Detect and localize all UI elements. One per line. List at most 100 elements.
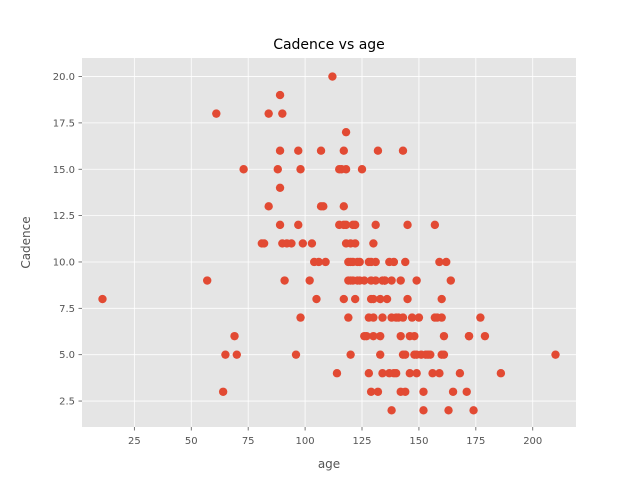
x-tick-label: 200 xyxy=(523,436,542,447)
data-point xyxy=(341,165,351,174)
data-point xyxy=(321,257,330,267)
data-point xyxy=(312,294,321,304)
data-point xyxy=(376,350,385,359)
data-point xyxy=(259,239,269,248)
data-point xyxy=(230,331,239,341)
data-point xyxy=(98,294,107,304)
x-tick-label: 75 xyxy=(242,436,255,447)
chart-title: Cadence vs age xyxy=(273,37,385,53)
data-point xyxy=(401,387,410,396)
data-point xyxy=(275,90,285,100)
data-point xyxy=(405,369,415,378)
data-point xyxy=(403,220,412,230)
data-point xyxy=(414,313,424,322)
data-point xyxy=(355,257,364,267)
y-tick-label: 7.5 xyxy=(59,304,75,315)
data-point xyxy=(439,331,449,341)
data-point xyxy=(298,239,308,248)
data-point xyxy=(444,406,453,415)
data-point xyxy=(339,202,348,211)
data-point xyxy=(275,220,285,230)
data-points xyxy=(98,72,560,415)
data-point xyxy=(437,294,446,304)
data-point xyxy=(412,276,421,285)
data-point xyxy=(382,294,392,304)
data-point xyxy=(273,165,282,174)
data-point xyxy=(464,331,474,341)
data-point xyxy=(332,369,342,378)
data-point xyxy=(360,276,369,285)
y-tick-label: 17.5 xyxy=(53,118,75,129)
data-point xyxy=(551,350,560,359)
data-point xyxy=(328,72,337,81)
data-point xyxy=(319,202,328,211)
data-point xyxy=(275,146,285,155)
data-point xyxy=(264,202,273,211)
x-tick-label: 25 xyxy=(128,436,141,447)
data-point xyxy=(350,220,360,230)
data-point xyxy=(401,350,410,359)
data-point xyxy=(369,239,378,248)
data-point xyxy=(369,313,378,322)
data-point xyxy=(371,276,380,285)
data-point xyxy=(218,387,228,396)
data-point xyxy=(287,239,296,248)
x-tick-label: 100 xyxy=(296,436,315,447)
data-point xyxy=(294,220,303,230)
data-point xyxy=(391,369,401,378)
x-tick-label: 125 xyxy=(352,436,371,447)
data-point xyxy=(339,294,348,304)
x-tick-label: 50 xyxy=(185,436,198,447)
data-point xyxy=(341,220,351,230)
data-point xyxy=(296,165,305,174)
y-tick-label: 15.0 xyxy=(53,165,75,176)
data-point xyxy=(364,369,374,378)
data-point xyxy=(291,350,301,359)
data-point xyxy=(369,294,378,304)
data-point xyxy=(275,183,285,192)
data-point xyxy=(398,146,408,155)
data-point xyxy=(396,276,405,285)
data-point xyxy=(380,276,389,285)
data-point xyxy=(346,350,355,359)
data-point xyxy=(396,331,405,341)
y-tick-label: 2.5 xyxy=(59,397,75,408)
y-axis-label: Cadence xyxy=(19,216,33,268)
data-point xyxy=(341,127,351,137)
grid-lines xyxy=(82,58,576,427)
data-point xyxy=(350,239,360,248)
y-tick-label: 20.0 xyxy=(53,72,75,83)
data-point xyxy=(371,220,380,230)
x-axis: 25 50 75 100 125 150 175 200 xyxy=(128,427,542,447)
data-point xyxy=(221,350,230,359)
data-point xyxy=(294,146,303,155)
data-point xyxy=(496,369,506,378)
y-tick-label: 5.0 xyxy=(59,350,75,361)
data-point xyxy=(373,387,383,396)
data-point xyxy=(462,387,471,396)
data-point xyxy=(403,294,412,304)
data-point xyxy=(407,313,417,322)
data-point xyxy=(446,276,455,285)
data-point xyxy=(426,350,435,359)
data-point xyxy=(264,109,273,118)
data-point xyxy=(373,146,383,155)
data-point xyxy=(376,294,385,304)
data-point xyxy=(314,257,323,267)
data-point xyxy=(448,387,458,396)
data-point xyxy=(350,294,360,304)
data-point xyxy=(398,313,408,322)
data-point xyxy=(371,257,380,267)
data-point xyxy=(280,276,289,285)
data-point xyxy=(437,313,446,322)
y-tick-label: 10.0 xyxy=(53,257,75,268)
data-point xyxy=(410,331,419,341)
data-point xyxy=(442,257,451,267)
data-point xyxy=(419,387,428,396)
data-point xyxy=(412,369,421,378)
data-point xyxy=(419,406,428,415)
data-point xyxy=(339,146,348,155)
y-tick-label: 12.5 xyxy=(53,211,75,222)
data-point xyxy=(401,257,410,267)
